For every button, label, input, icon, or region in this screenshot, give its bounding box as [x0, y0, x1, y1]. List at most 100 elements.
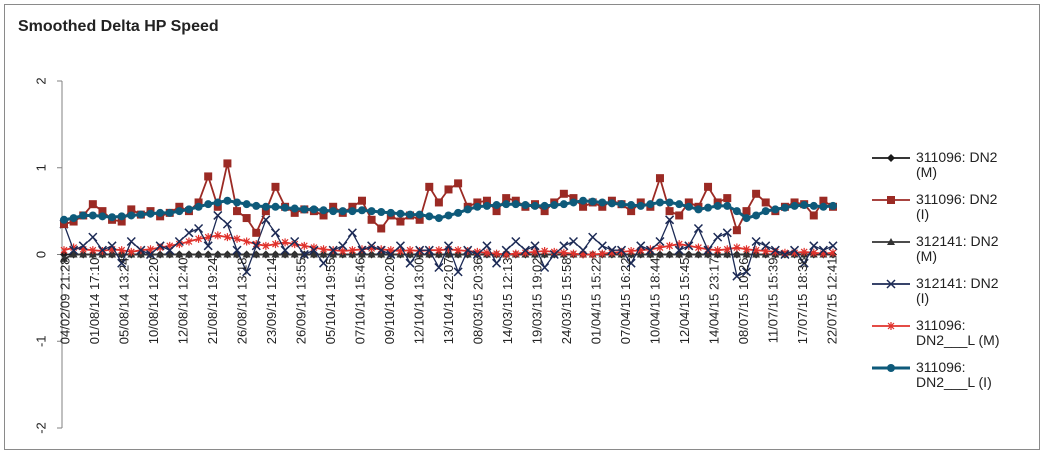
data-point [357, 250, 366, 258]
x-tick-label: 23/09/14 12:14 [264, 258, 279, 345]
data-point [396, 209, 405, 218]
data-point [530, 241, 540, 251]
data-point [270, 228, 281, 238]
data-point [741, 267, 752, 277]
data-point [492, 201, 501, 210]
data-point [377, 250, 386, 258]
x-tick-label: 17/07/15 18:38 [795, 258, 810, 345]
data-point [790, 245, 800, 255]
data-point [790, 201, 799, 210]
data-point [473, 202, 482, 211]
y-tick-label: -2 [33, 422, 48, 434]
data-point [97, 245, 107, 255]
data-point [338, 241, 348, 251]
data-point [348, 202, 357, 211]
x-tick-label: 12/08/14 12:40 [175, 258, 190, 345]
data-point [367, 207, 376, 216]
data-point [406, 246, 414, 255]
legend-label-line: 312141: DN2 [916, 233, 999, 249]
data-point [319, 211, 328, 220]
data-point [233, 207, 242, 216]
data-point [511, 200, 520, 209]
data-point [665, 198, 674, 207]
legend-label-line: (M) [916, 164, 937, 180]
data-point [290, 236, 300, 247]
data-point [752, 189, 761, 198]
data-point [79, 250, 88, 258]
data-point [502, 200, 511, 209]
data-point [435, 246, 443, 255]
data-point [818, 245, 828, 255]
series-3 [59, 210, 838, 281]
data-point [69, 214, 78, 223]
data-point [666, 241, 674, 250]
x-tick-label: 04/02/09 21:28 [57, 258, 72, 345]
data-point [482, 201, 491, 210]
legend-label-line: 312141: DN2 [916, 275, 999, 291]
data-point [761, 198, 770, 207]
data-point [213, 210, 223, 220]
data-point [550, 201, 559, 210]
data-point [425, 182, 434, 191]
y-tick-label: 2 [33, 77, 48, 84]
data-point [665, 215, 675, 225]
data-point [799, 258, 809, 268]
data-point [118, 246, 126, 255]
data-point [578, 245, 588, 255]
data-point [88, 232, 98, 242]
legend-label-line: DN2___L (I) [916, 374, 992, 390]
data-point [204, 172, 213, 181]
data-point [723, 194, 732, 203]
data-point [694, 250, 703, 258]
data-point [742, 250, 751, 258]
data-point [531, 201, 540, 210]
legend-entry: 311096: DN2___L (I) [872, 359, 992, 390]
data-point [290, 204, 299, 213]
data-point [540, 262, 550, 273]
x-tick-label: 21/08/14 19:24 [205, 258, 220, 345]
data-point [175, 250, 184, 258]
series-1 [60, 159, 837, 237]
data-point [175, 202, 184, 211]
data-point [819, 196, 828, 205]
data-point [281, 250, 290, 258]
data-point [195, 234, 202, 243]
data-point [98, 212, 107, 221]
data-point [703, 245, 713, 255]
data-point [695, 243, 702, 252]
chart-frame [4, 4, 1040, 450]
data-point [281, 203, 290, 212]
data-point [348, 246, 356, 255]
data-point [568, 236, 578, 247]
data-point [376, 245, 386, 255]
data-point [175, 207, 184, 216]
x-tick-label: 22/07/15 12:41 [824, 258, 839, 345]
data-point [107, 241, 117, 251]
data-point [646, 250, 655, 258]
data-point [204, 250, 213, 258]
data-point [145, 249, 156, 260]
series-5 [60, 196, 837, 224]
data-point [60, 254, 68, 262]
data-point [714, 246, 722, 255]
data-point [251, 241, 261, 251]
data-point [443, 241, 454, 251]
data-point [319, 258, 329, 268]
data-point [155, 241, 165, 251]
data-point [454, 208, 463, 217]
data-point [819, 202, 828, 211]
data-point [146, 209, 155, 218]
data-point [424, 245, 434, 255]
legend-label-line: 311096: [916, 317, 966, 333]
x-tick-label: 24/03/15 15:58 [559, 258, 574, 345]
data-point [780, 249, 790, 260]
series-line [63, 163, 834, 235]
data-point [156, 208, 165, 217]
data-point [704, 250, 713, 258]
x-tick-label: 10/08/14 12:20 [146, 258, 161, 345]
data-point [328, 245, 338, 255]
data-point [693, 223, 703, 234]
data-point [665, 250, 674, 258]
data-point [829, 201, 837, 210]
data-point [559, 241, 569, 251]
